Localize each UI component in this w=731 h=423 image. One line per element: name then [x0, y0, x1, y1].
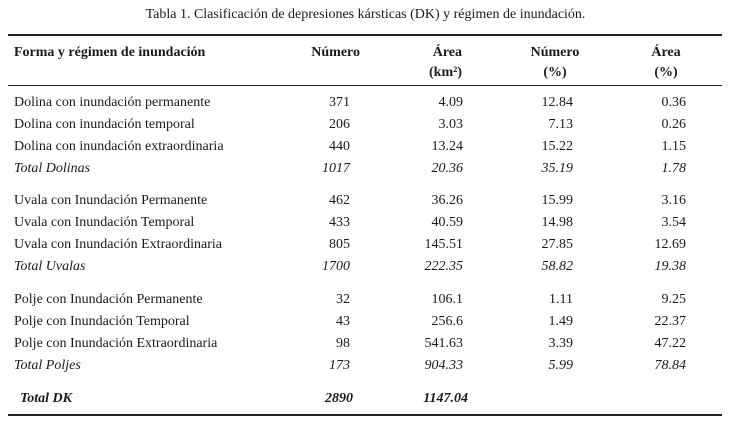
- total-row-numero: 173: [329, 358, 350, 373]
- table-row-area: 4.09: [438, 95, 464, 110]
- grand-total-numero: 2890: [325, 391, 353, 406]
- table-row-numero: 206: [329, 117, 350, 132]
- total-row-label: Total Uvalas: [14, 259, 86, 274]
- table-row-label: Dolina con inundación extraordinaria: [14, 139, 224, 154]
- table-bottom-rule: [8, 414, 722, 416]
- table-row-label: Uvala con Inundación Permanente: [14, 193, 208, 208]
- table-row-numero-pct: 1.11: [549, 292, 573, 307]
- table-row-numero-pct: 15.99: [541, 193, 574, 208]
- total-row-area: 20.36: [431, 161, 464, 176]
- table-row-area: 256.6: [431, 314, 464, 329]
- table-row-area-pct: 1.15: [661, 139, 687, 154]
- table-row-area-pct: 3.54: [661, 215, 687, 230]
- table-row-area-pct: 0.26: [661, 117, 687, 132]
- table-row-label: Uvala con Inundación Temporal: [14, 215, 195, 230]
- table-caption: Tabla 1. Clasificación de depresiones ká…: [145, 7, 586, 22]
- table-row-area: 13.24: [431, 139, 464, 154]
- table-row-area: 145.51: [424, 237, 464, 252]
- table-row-area: 40.59: [431, 215, 464, 230]
- table-row-numero: 805: [329, 237, 350, 252]
- table-row-area-pct: 22.37: [654, 314, 687, 329]
- grand-total-label: Total DK: [20, 391, 72, 406]
- total-row-numero: 1700: [322, 259, 350, 274]
- table-row-numero-pct: 1.49: [548, 314, 574, 329]
- table-row-numero-pct: 27.85: [541, 237, 574, 252]
- header-area: Área (km²): [429, 45, 462, 80]
- table-row-area-pct: 3.16: [661, 193, 687, 208]
- table-row-label: Polje con Inundación Permanente: [14, 292, 203, 307]
- table-row-numero: 462: [329, 193, 350, 208]
- table-row-area-pct: 0.36: [661, 95, 687, 110]
- total-row-label: Total Poljes: [14, 358, 81, 373]
- table-row-label: Dolina con inundación temporal: [14, 117, 195, 132]
- total-row-area-pct: 19.38: [654, 259, 687, 274]
- table-top-rule: [8, 34, 722, 36]
- table-row-label: Dolina con inundación permanente: [14, 95, 211, 110]
- total-row-numero-pct: 35.19: [541, 161, 574, 176]
- header-forma: Forma y régimen de inundación: [14, 45, 206, 60]
- table-row-numero-pct: 12.84: [541, 95, 574, 110]
- table-row-numero: 440: [329, 139, 350, 154]
- total-row-area-pct: 78.84: [654, 358, 687, 373]
- header-area-pct: Área (%): [651, 45, 681, 80]
- table-row-label: Uvala con Inundación Extraordinaria: [14, 237, 222, 252]
- table-row-area: 3.03: [438, 117, 464, 132]
- table-row-area: 541.63: [424, 336, 464, 351]
- table-row-area-pct: 9.25: [661, 292, 687, 307]
- table-row-numero-pct: 15.22: [541, 139, 574, 154]
- table-row-area: 36.26: [431, 193, 464, 208]
- total-row-area: 222.35: [424, 259, 464, 274]
- total-row-numero-pct: 58.82: [541, 259, 574, 274]
- table-row-label: Polje con Inundación Extraordinaria: [14, 336, 218, 351]
- table-row-area: 106.1: [431, 292, 464, 307]
- total-row-area: 904.33: [424, 358, 464, 373]
- total-row-area-pct: 1.78: [661, 161, 687, 176]
- total-row-label: Total Dolinas: [14, 161, 91, 176]
- table-row-numero-pct: 3.39: [548, 336, 574, 351]
- table-row-numero: 371: [329, 95, 350, 110]
- table-row-area-pct: 47.22: [654, 336, 687, 351]
- table-row-numero: 433: [329, 215, 350, 230]
- header-numero-pct: Número (%): [530, 45, 580, 80]
- table-row-numero: 32: [336, 292, 350, 307]
- table-row-numero-pct: 7.13: [548, 117, 574, 132]
- total-row-numero: 1017: [322, 161, 350, 176]
- table-row-label: Polje con Inundación Temporal: [14, 314, 190, 329]
- grand-total-area: 1147.04: [423, 391, 468, 406]
- header-numero: Número: [311, 45, 360, 60]
- header-bottom-rule: [8, 85, 722, 86]
- table-row-numero-pct: 14.98: [541, 215, 574, 230]
- table-row-numero: 98: [336, 336, 350, 351]
- table-row-area-pct: 12.69: [654, 237, 687, 252]
- total-row-numero-pct: 5.99: [548, 358, 574, 373]
- table-row-numero: 43: [336, 314, 350, 329]
